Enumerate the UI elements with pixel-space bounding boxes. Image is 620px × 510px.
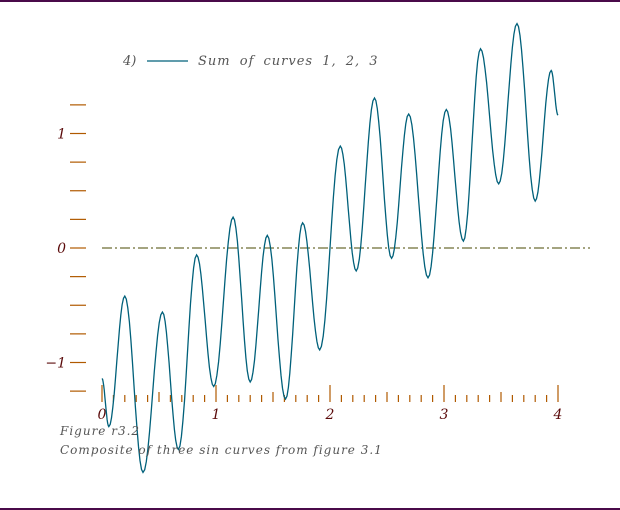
y-tick-label: −1	[45, 356, 66, 372]
y-axis: 1 0 −1	[45, 104, 86, 392]
x-tick-label: 0	[98, 407, 107, 423]
top-border	[0, 0, 620, 2]
y-tick-label: 0	[57, 241, 66, 257]
y-tick-label: 1	[57, 127, 66, 143]
x-tick-label: 3	[440, 407, 449, 423]
legend: 4) Sum of curves 1, 2, 3	[122, 54, 379, 69]
x-tick-label: 1	[212, 407, 221, 423]
x-tick-label: 4	[553, 407, 563, 423]
figure-caption: Composite of three sin curves from figur…	[60, 443, 383, 457]
series-line-sum	[101, 22, 559, 474]
legend-label: Sum of curves 1, 2, 3	[198, 54, 379, 69]
figure-label: Figure r3.2	[60, 424, 141, 438]
legend-marker: 4)	[122, 54, 136, 69]
x-tick-label: 2	[325, 407, 335, 423]
x-axis: 0 1 2 3 4	[98, 385, 563, 423]
bottom-border	[0, 508, 620, 510]
